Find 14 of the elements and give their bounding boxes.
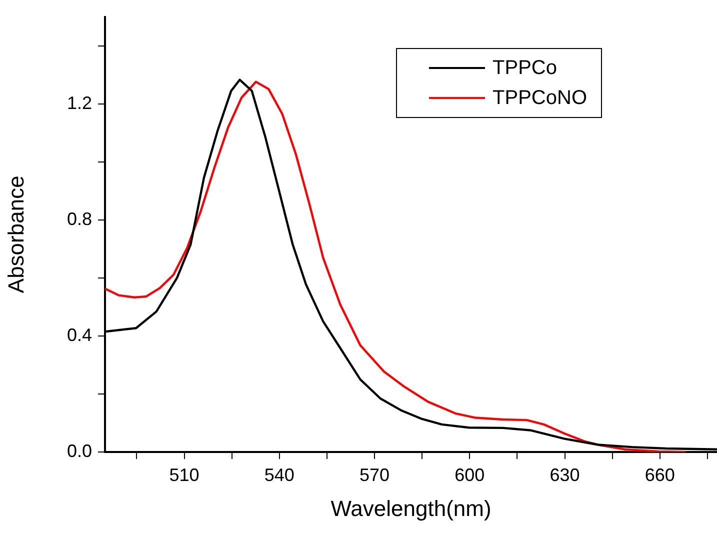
y-tick-label: 0.0 [66, 440, 92, 461]
x-tick-label: 540 [264, 464, 294, 485]
legend-label: TPPCo [492, 56, 557, 81]
x-axis-title: Wavelength(nm) [330, 496, 492, 521]
y-tick-label: 1.2 [66, 92, 92, 113]
x-tick-label: 600 [454, 464, 485, 485]
legend-label: TPPCoNO [492, 86, 587, 111]
x-tick-label: 570 [360, 464, 390, 485]
x-tick-label: 660 [644, 464, 675, 485]
y-tick-label: 0.4 [66, 324, 92, 345]
y-tick-label: 0.8 [66, 208, 92, 229]
x-tick-label: 630 [550, 464, 580, 485]
x-tick-label: 510 [169, 464, 200, 485]
y-axis-title: Absorbance [3, 176, 28, 294]
